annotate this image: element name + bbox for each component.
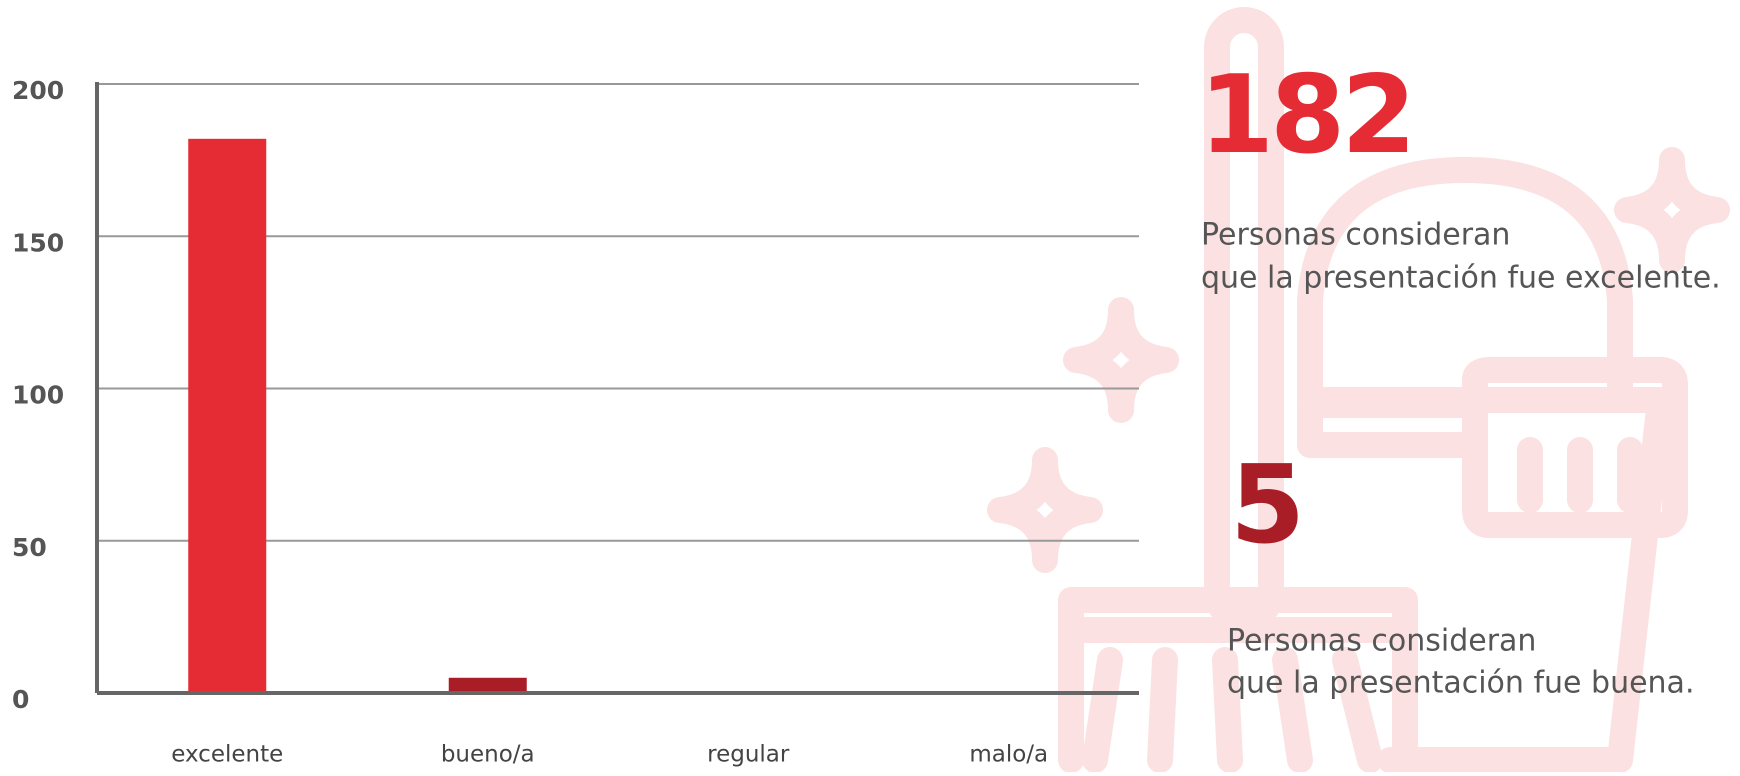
broom-illustration bbox=[987, 7, 1730, 773]
y-tick-label: 0 bbox=[12, 685, 29, 714]
callout-number: 182 bbox=[1199, 53, 1412, 178]
bar bbox=[188, 138, 267, 693]
x-tick-label: malo/a bbox=[969, 742, 1048, 768]
callout-number: 5 bbox=[1230, 443, 1301, 568]
plot: 0 50 100 150 200 excelente bueno/a regular malo/… bbox=[12, 53, 1721, 768]
callout-text: Personas consideran bbox=[1227, 624, 1536, 659]
callout-text: que la presentación fue excelente. bbox=[1201, 261, 1721, 296]
x-tick-label: regular bbox=[707, 742, 790, 768]
bar bbox=[448, 677, 527, 693]
y-tick-label: 100 bbox=[12, 381, 64, 410]
callout-text: que la presentación fue buena. bbox=[1227, 666, 1694, 701]
callout-text: Personas consideran bbox=[1201, 218, 1510, 253]
y-tick-label: 200 bbox=[12, 76, 64, 105]
y-tick-label: 150 bbox=[12, 228, 64, 257]
x-tick-label: bueno/a bbox=[441, 742, 535, 768]
x-tick-label: excelente bbox=[171, 742, 283, 768]
y-tick-label: 50 bbox=[12, 533, 47, 562]
